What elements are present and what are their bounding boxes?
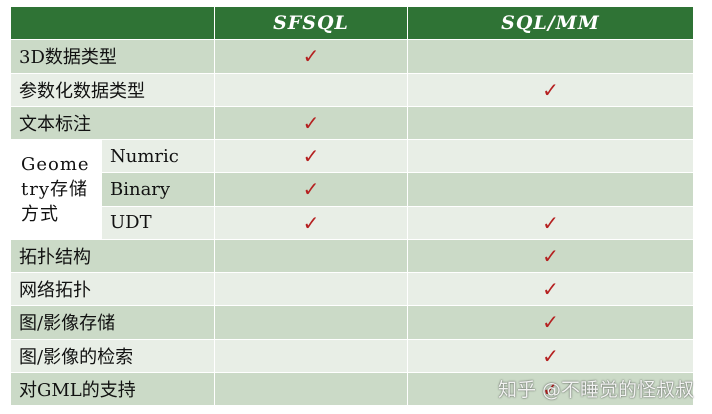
table-row: 图/影像的检索 ✓ — [10, 338, 694, 373]
row-sublabel: UDT — [101, 205, 215, 240]
row-label: 对GML的支持 — [10, 371, 215, 407]
table-row: Binary ✓ — [11, 172, 694, 207]
row-sublabel: Binary — [101, 172, 215, 207]
row-label: 3D数据类型 — [10, 39, 215, 74]
sfsql-check: ✓ — [214, 105, 408, 141]
sqlmm-check: ✓ — [407, 305, 694, 340]
sqlmm-check — [407, 105, 694, 141]
sfsql-check: ✓ — [214, 138, 408, 174]
sfsql-check — [214, 371, 408, 407]
sfsql-check — [214, 338, 408, 373]
table-row: Geome try存储 方式 Numric ✓ — [10, 138, 694, 240]
table-row: UDT ✓ ✓ — [11, 205, 694, 240]
table-row: 对GML的支持 ✓ — [10, 371, 694, 407]
row-label: 图/影像的检索 — [10, 338, 215, 373]
row-label: 图/影像存储 — [10, 305, 215, 340]
sqlmm-check: ✓ — [407, 238, 694, 274]
table-row: 拓扑结构 ✓ — [10, 238, 694, 274]
watermark: 知乎 @不睡觉的怪叔叔 — [497, 379, 694, 401]
sfsql-check — [214, 72, 408, 107]
sqlmm-check: ✓ — [407, 205, 694, 240]
row-label: 参数化数据类型 — [10, 72, 215, 107]
sqlmm-check — [407, 39, 694, 74]
row-label: 文本标注 — [10, 105, 215, 141]
geometry-group-label: Geome try存储 方式 — [10, 139, 102, 240]
sfsql-check — [214, 238, 408, 274]
sqlmm-check — [407, 172, 694, 207]
sqlmm-check: ✓ — [407, 72, 694, 107]
table-row: 参数化数据类型 ✓ — [10, 72, 694, 107]
sfsql-check: ✓ — [214, 39, 408, 74]
sqlmm-check — [407, 138, 694, 174]
row-label: 网络拓扑 — [10, 271, 215, 307]
table-row: 文本标注 ✓ — [10, 105, 694, 141]
sqlmm-check: ✓ — [407, 371, 694, 407]
header-sfsql: SFSQL — [214, 5, 408, 41]
header-blank-cell — [10, 5, 215, 41]
row-label: 拓扑结构 — [10, 238, 215, 274]
table-row: 图/影像存储 ✓ — [10, 305, 694, 340]
sfsql-check — [214, 271, 408, 307]
comparison-table: SFSQL SQL/MM 3D数据类型 ✓ 参数化数据类型 ✓ 文本标注 ✓ G… — [10, 5, 694, 407]
table-header-row: SFSQL SQL/MM — [10, 5, 694, 41]
header-sqlmm: SQL/MM — [407, 5, 694, 41]
row-sublabel: Numric — [101, 138, 215, 174]
table-row: 3D数据类型 ✓ — [10, 39, 694, 74]
table-row: 网络拓扑 ✓ — [10, 271, 694, 307]
sqlmm-check: ✓ — [407, 338, 694, 373]
sqlmm-check: ✓ — [407, 271, 694, 307]
sfsql-check — [214, 305, 408, 340]
sfsql-check: ✓ — [214, 205, 408, 240]
sfsql-check: ✓ — [214, 172, 408, 207]
